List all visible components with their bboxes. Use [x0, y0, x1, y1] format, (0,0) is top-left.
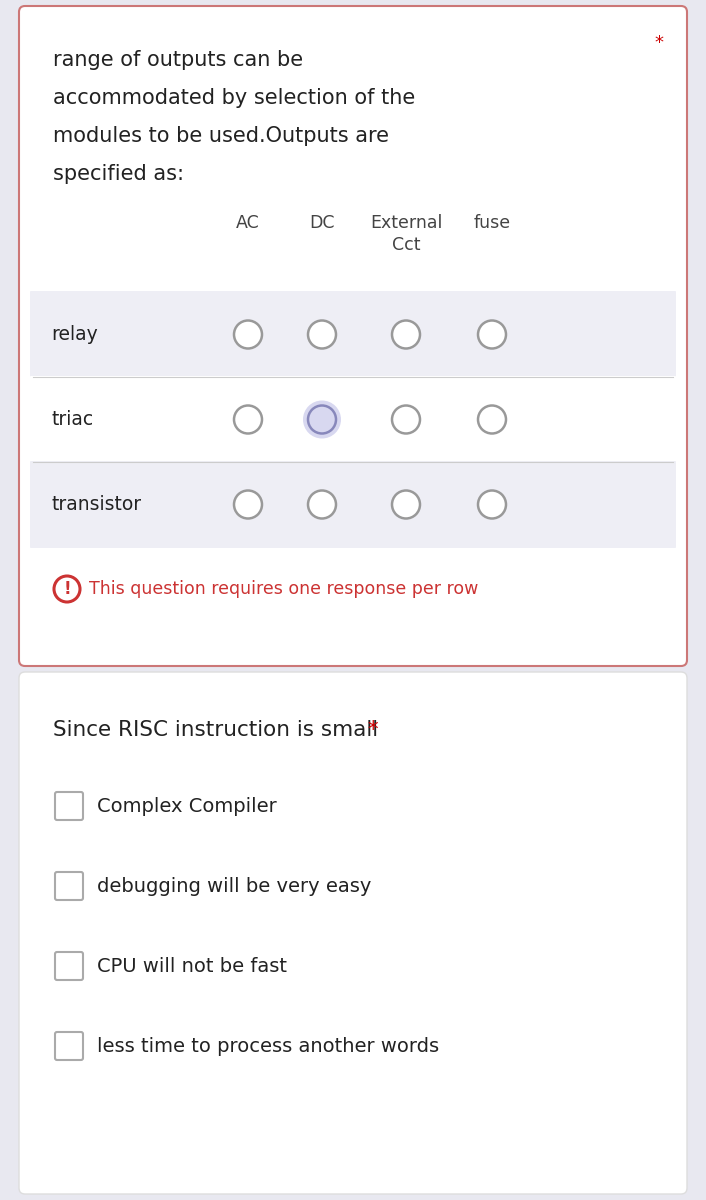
FancyBboxPatch shape — [55, 872, 83, 900]
Circle shape — [303, 401, 341, 438]
Text: triac: triac — [51, 410, 93, 428]
Text: debugging will be very easy: debugging will be very easy — [97, 877, 371, 896]
Text: CPU will not be fast: CPU will not be fast — [97, 958, 287, 977]
Text: less time to process another words: less time to process another words — [97, 1038, 439, 1056]
Circle shape — [392, 320, 420, 348]
Text: modules to be used.Outputs are: modules to be used.Outputs are — [53, 126, 389, 146]
Circle shape — [234, 406, 262, 433]
Text: relay: relay — [51, 325, 97, 344]
Text: External
Cct: External Cct — [370, 214, 442, 254]
Text: This question requires one response per row: This question requires one response per … — [89, 580, 479, 598]
Text: AC: AC — [236, 214, 260, 232]
Text: specified as:: specified as: — [53, 164, 184, 184]
Text: Complex Compiler: Complex Compiler — [97, 798, 277, 816]
FancyBboxPatch shape — [30, 376, 676, 463]
FancyBboxPatch shape — [55, 952, 83, 980]
Circle shape — [478, 406, 506, 433]
Text: *: * — [654, 34, 663, 52]
Text: DC: DC — [309, 214, 335, 232]
Circle shape — [234, 320, 262, 348]
FancyBboxPatch shape — [19, 6, 687, 666]
Circle shape — [478, 491, 506, 518]
FancyBboxPatch shape — [55, 792, 83, 820]
Circle shape — [392, 491, 420, 518]
Circle shape — [478, 320, 506, 348]
FancyBboxPatch shape — [30, 461, 676, 548]
Text: range of outputs can be: range of outputs can be — [53, 50, 303, 70]
Text: fuse: fuse — [474, 214, 510, 232]
Circle shape — [234, 491, 262, 518]
Text: transistor: transistor — [51, 494, 141, 514]
Text: *: * — [361, 720, 378, 740]
FancyBboxPatch shape — [19, 672, 687, 1194]
FancyBboxPatch shape — [55, 1032, 83, 1060]
Circle shape — [392, 406, 420, 433]
Circle shape — [308, 320, 336, 348]
Text: Since RISC instruction is small: Since RISC instruction is small — [53, 720, 378, 740]
Text: !: ! — [64, 580, 71, 598]
FancyBboxPatch shape — [30, 290, 676, 378]
Circle shape — [308, 491, 336, 518]
Text: accommodated by selection of the: accommodated by selection of the — [53, 88, 415, 108]
